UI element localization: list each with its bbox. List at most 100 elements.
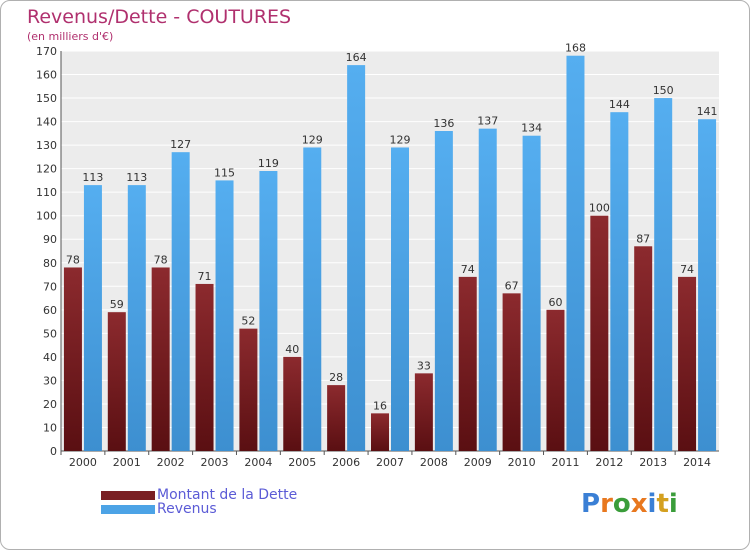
data-label-revenue: 119 (258, 157, 279, 170)
data-label-revenue: 129 (302, 133, 323, 146)
bar-revenue (698, 119, 717, 451)
bar-debt (327, 385, 346, 451)
data-label-debt: 78 (154, 253, 168, 266)
data-label-debt: 78 (66, 253, 80, 266)
logo-letter: i (668, 489, 678, 519)
data-label-revenue: 136 (433, 117, 454, 130)
bar-revenue (83, 185, 102, 451)
data-label-debt: 52 (241, 315, 255, 328)
data-label-debt: 33 (417, 359, 431, 372)
y-tick-label: 170 (36, 45, 57, 58)
y-tick-label: 40 (43, 351, 57, 364)
data-label-debt: 59 (110, 298, 124, 311)
data-label-revenue: 113 (126, 171, 147, 184)
x-tick-label: 2000 (69, 456, 97, 469)
data-label-debt: 87 (636, 232, 650, 245)
bar-debt (546, 309, 565, 451)
bar-revenue (522, 135, 541, 452)
x-tick-label: 2003 (201, 456, 229, 469)
x-tick-label: 2007 (376, 456, 404, 469)
x-tick-label: 2005 (288, 456, 316, 469)
bar-revenue (171, 152, 190, 452)
data-label-debt: 60 (548, 296, 562, 309)
y-tick-label: 10 (43, 421, 57, 434)
data-label-debt: 67 (505, 279, 519, 292)
logo-letter: i (647, 489, 657, 519)
x-tick-label: 2010 (508, 456, 536, 469)
x-tick-label: 2008 (420, 456, 448, 469)
legend-item-debt: Montant de la Dette (101, 487, 297, 503)
data-label-revenue: 168 (565, 42, 586, 55)
bar-revenue (610, 112, 629, 452)
legend-swatch-revenue (101, 504, 155, 514)
x-tick-label: 2002 (157, 456, 185, 469)
x-tick-label: 2009 (464, 456, 492, 469)
bar-debt (63, 267, 82, 451)
bar-revenue (259, 171, 278, 451)
y-tick-label: 100 (36, 210, 57, 223)
data-label-debt: 40 (285, 343, 299, 356)
chart-subtitle: (en milliers d'€) (27, 30, 114, 43)
data-label-revenue: 129 (390, 133, 411, 146)
data-label-revenue: 164 (346, 51, 367, 64)
y-tick-label: 90 (43, 233, 57, 246)
bar-revenue (127, 185, 146, 451)
logo-letter: r (600, 489, 613, 519)
bar-debt (458, 276, 477, 451)
y-tick-label: 120 (36, 163, 57, 176)
data-label-debt: 71 (198, 270, 212, 283)
y-tick-label: 150 (36, 92, 57, 105)
bar-revenue (391, 147, 409, 451)
y-tick-label: 130 (36, 139, 57, 152)
legend-label-revenue: Revenus (157, 501, 217, 517)
logo-letter: x (630, 489, 648, 519)
legend-item-revenue: Revenus (101, 501, 217, 517)
bar-debt (678, 276, 697, 451)
bar-revenue (434, 131, 453, 451)
y-tick-label: 70 (43, 280, 57, 293)
legend-label-debt: Montant de la Dette (157, 487, 298, 503)
bar-debt (502, 293, 521, 451)
data-label-debt: 28 (329, 371, 343, 384)
bar-revenue (566, 55, 585, 452)
bar-revenue (347, 65, 366, 451)
x-tick-label: 2001 (113, 456, 141, 469)
y-tick-label: 60 (43, 304, 57, 317)
logo-letter: t (656, 489, 669, 519)
plot-area (61, 51, 719, 451)
y-tick-label: 0 (50, 445, 57, 458)
data-label-debt: 100 (589, 202, 610, 215)
data-label-revenue: 150 (653, 84, 674, 97)
bar-revenue (215, 180, 234, 452)
x-tick-label: 2011 (551, 456, 579, 469)
y-tick-label: 20 (43, 398, 57, 411)
bar-debt (195, 283, 214, 451)
bar-revenue (654, 98, 673, 451)
bar-debt (283, 356, 302, 451)
data-label-revenue: 141 (697, 105, 718, 118)
logo-letter: o (612, 489, 631, 519)
y-tick-label: 160 (36, 69, 57, 82)
chart-title: Revenus/Dette - COUTURES (27, 6, 292, 28)
x-tick-label: 2012 (595, 456, 623, 469)
data-label-revenue: 144 (609, 98, 630, 111)
y-tick-label: 50 (43, 327, 57, 340)
data-label-revenue: 115 (214, 166, 235, 179)
data-label-debt: 16 (373, 399, 387, 412)
bar-debt (590, 215, 609, 451)
data-label-revenue: 137 (477, 115, 498, 128)
x-tick-label: 2014 (683, 456, 711, 469)
bar-debt (371, 413, 389, 451)
data-label-revenue: 134 (521, 122, 542, 135)
x-tick-label: 2006 (332, 456, 360, 469)
bar-debt (239, 328, 258, 451)
bar-debt (151, 267, 170, 451)
y-tick-label: 140 (36, 116, 57, 129)
bar-debt (414, 373, 433, 451)
x-tick-label: 2013 (639, 456, 667, 469)
x-tick-label: 2004 (244, 456, 272, 469)
y-tick-label: 80 (43, 257, 57, 270)
bar-debt (107, 312, 126, 451)
